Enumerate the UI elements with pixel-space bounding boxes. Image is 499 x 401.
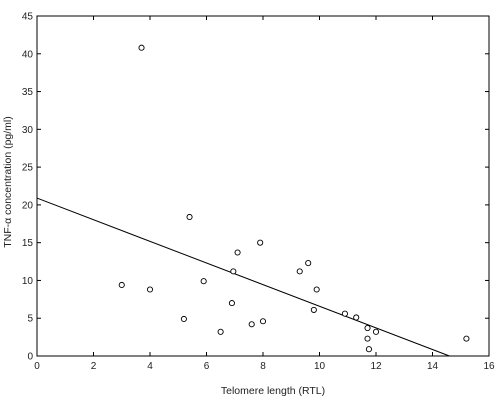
data-point: [353, 314, 360, 321]
x-tick-label: 6: [204, 361, 210, 372]
data-point: [217, 328, 224, 335]
x-axis-title: Telomere length (RTL): [221, 385, 325, 397]
plot-frame: [36, 15, 490, 357]
data-point: [305, 260, 312, 267]
x-tick-label: 14: [427, 361, 439, 372]
x-tick-label: 16: [483, 361, 495, 372]
data-point: [186, 213, 193, 221]
y-tick-label: 30: [22, 125, 34, 136]
data-points: [118, 44, 470, 353]
data-point: [234, 249, 241, 256]
data-point: [230, 268, 237, 275]
data-point: [364, 335, 371, 342]
y-tick-label: 10: [22, 276, 34, 287]
data-point: [257, 239, 264, 246]
x-tick-label: 8: [260, 361, 266, 372]
data-point: [365, 346, 372, 353]
y-tick-label: 40: [22, 49, 34, 60]
regression-line-group: [36, 197, 450, 357]
data-point: [463, 335, 470, 342]
axes: [36, 15, 490, 357]
y-tick-label: 15: [22, 238, 34, 249]
data-point: [296, 268, 303, 275]
x-tick-label: 2: [91, 361, 97, 372]
data-point: [372, 328, 380, 335]
data-point: [313, 286, 320, 293]
y-tick-label: 5: [27, 314, 33, 325]
data-point: [118, 281, 125, 289]
ticks: 0 2 4 6 8 10 12 14 16 0 5 10 15 20 25 30 35 40 45: [22, 12, 495, 373]
y-tick-label: 0: [27, 352, 33, 363]
x-tick-label: 10: [314, 361, 326, 372]
y-tick-label: 45: [22, 12, 34, 23]
x-tick-label: 12: [370, 361, 382, 372]
data-point: [364, 324, 371, 332]
data-point: [146, 286, 154, 293]
y-tick-label: 20: [22, 200, 34, 211]
data-point: [200, 278, 207, 285]
data-point: [228, 300, 235, 307]
data-point: [180, 315, 187, 323]
data-point: [341, 310, 348, 317]
y-tick-label: 35: [22, 87, 34, 98]
regression-line: [36, 197, 450, 357]
data-point: [259, 318, 267, 325]
x-tick-label: 4: [147, 361, 153, 372]
y-tick-label: 25: [22, 163, 34, 174]
y-axis-title: TNF-α concentration (pg/ml): [2, 116, 14, 248]
x-tick-label: 0: [34, 361, 40, 372]
data-point: [248, 321, 255, 328]
data-point: [310, 306, 317, 313]
data-point: [138, 44, 145, 51]
